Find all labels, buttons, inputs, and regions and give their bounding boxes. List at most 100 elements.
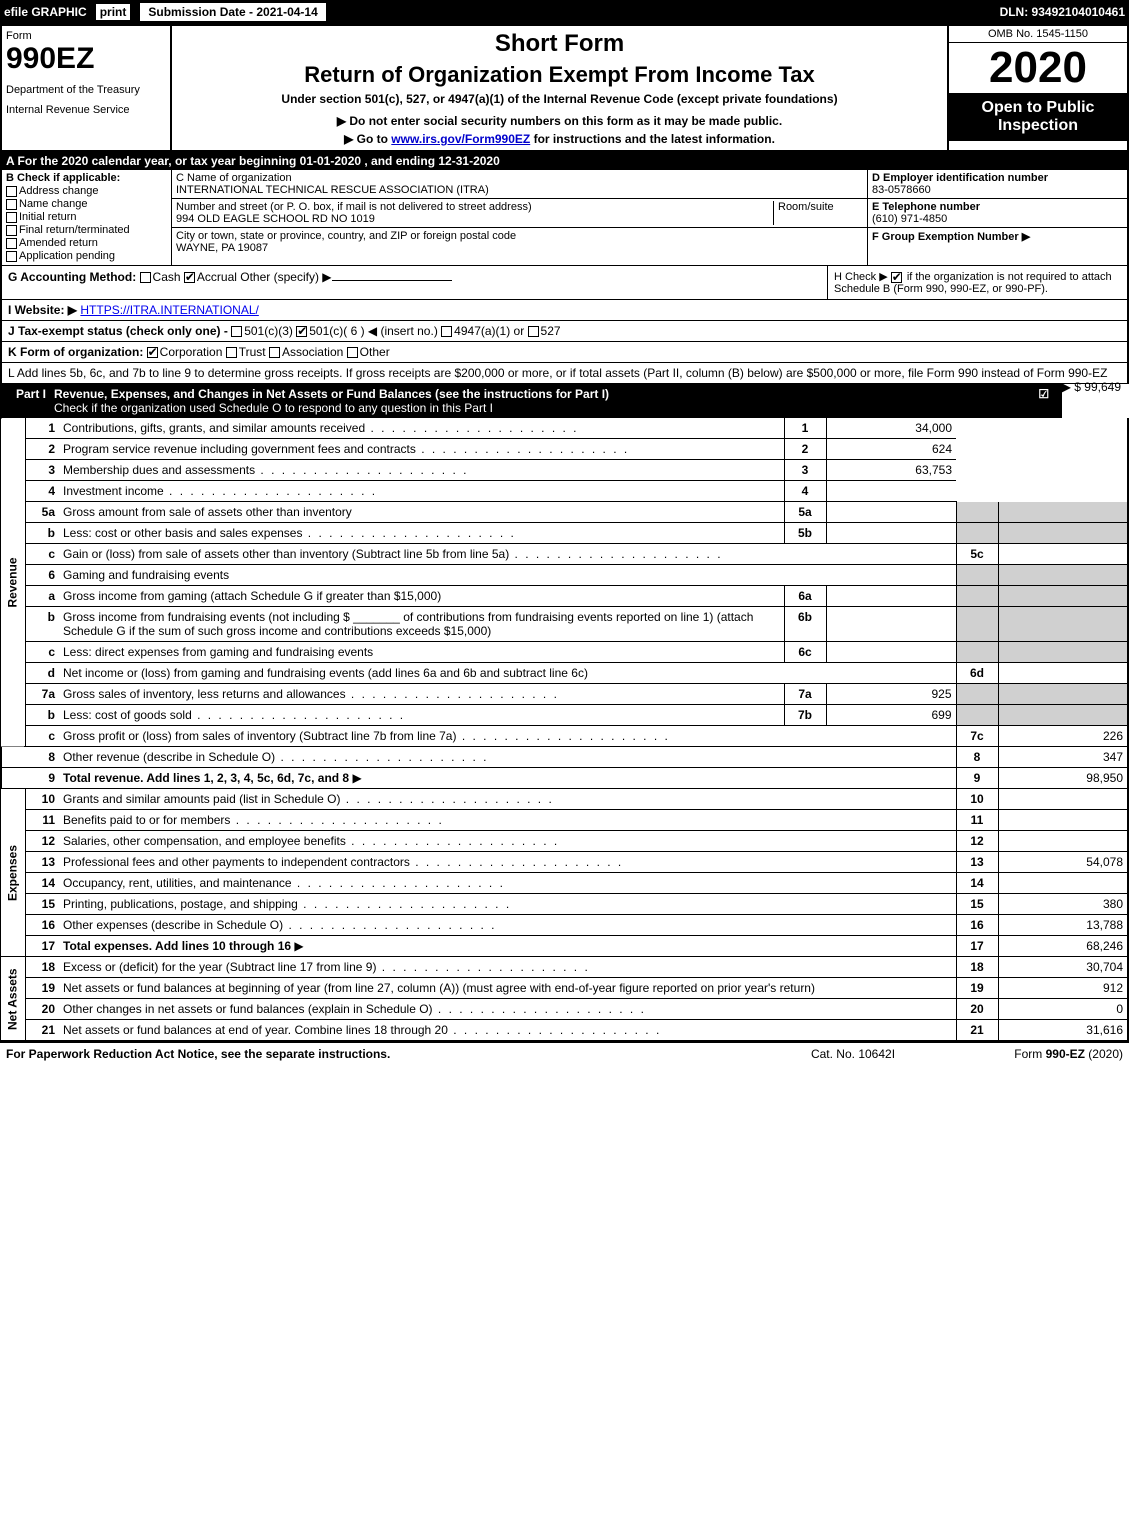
footer-left: For Paperwork Reduction Act Notice, see … <box>6 1047 763 1061</box>
org-info-row: B Check if applicable: Address change Na… <box>0 170 1129 266</box>
box-c: C Name of organization INTERNATIONAL TEC… <box>172 170 867 265</box>
k-assoc[interactable] <box>269 347 280 358</box>
line-3: 3Membership dues and assessments363,753 <box>1 460 1128 481</box>
city-value: WAYNE, PA 19087 <box>176 242 516 254</box>
website-link[interactable]: HTTPS://ITRA.INTERNATIONAL/ <box>80 303 258 317</box>
street-row: Number and street (or P. O. box, if mail… <box>172 199 867 228</box>
sec-k: K Form of organization: Corporation Trus… <box>0 342 1129 363</box>
header-right: OMB No. 1545-1150 2020 Open to Public In… <box>947 26 1127 150</box>
k-corp[interactable] <box>147 347 158 358</box>
sec-g: G Accounting Method: Cash Accrual Other … <box>2 266 827 299</box>
open-inspection: Open to Public Inspection <box>949 93 1127 141</box>
street-value: 994 OLD EAGLE SCHOOL RD NO 1019 <box>176 213 773 225</box>
line-14: 14Occupancy, rent, utilities, and mainte… <box>1 873 1128 894</box>
g-accrual: Accrual <box>197 270 237 284</box>
line-4: 4Investment income4 <box>1 481 1128 502</box>
org-name-value: INTERNATIONAL TECHNICAL RESCUE ASSOCIATI… <box>176 184 863 196</box>
line-11: 11Benefits paid to or for members11 <box>1 810 1128 831</box>
line-12: 12Salaries, other compensation, and empl… <box>1 831 1128 852</box>
line-7b: bLess: cost of goods sold7b699 <box>1 705 1128 726</box>
line-a: A For the 2020 calendar year, or tax yea… <box>0 152 1129 170</box>
l-text: L Add lines 5b, 6c, and 7b to line 9 to … <box>8 366 1107 380</box>
dept-label: Department of the Treasury <box>6 84 166 96</box>
tax-year: 2020 <box>949 43 1127 93</box>
part1-bar: Part I Revenue, Expenses, and Changes in… <box>0 384 1062 418</box>
j-4947[interactable] <box>441 326 452 337</box>
return-title: Return of Organization Exempt From Incom… <box>180 62 939 88</box>
line-8: 8Other revenue (describe in Schedule O)8… <box>1 747 1128 768</box>
tel-block: E Telephone number (610) 971-4850 <box>868 199 1127 228</box>
k-label: K Form of organization: <box>8 345 143 359</box>
room-label: Room/suite <box>773 201 863 225</box>
line-5a: 5aGross amount from sale of assets other… <box>1 502 1128 523</box>
org-name-row: C Name of organization INTERNATIONAL TEC… <box>172 170 867 199</box>
g-cash: Cash <box>153 270 181 284</box>
box-d: D Employer identification number 83-0578… <box>867 170 1127 265</box>
tel-value: (610) 971-4850 <box>872 213 947 225</box>
sec-g-h: G Accounting Method: Cash Accrual Other … <box>0 266 1129 300</box>
efile-label: efile GRAPHIC <box>4 5 87 19</box>
j-527[interactable] <box>528 326 539 337</box>
box-b: B Check if applicable: Address change Na… <box>2 170 172 265</box>
line-6d: dNet income or (loss) from gaming and fu… <box>1 663 1128 684</box>
line-15: 15Printing, publications, postage, and s… <box>1 894 1128 915</box>
line-5b: bLess: cost or other basis and sales exp… <box>1 523 1128 544</box>
l-amount: ▶ $ 99,649 <box>1062 380 1121 394</box>
group-label: F Group Exemption Number ▶ <box>872 231 1030 243</box>
line-10: Expenses 10Grants and similar amounts pa… <box>1 789 1128 810</box>
chk-name[interactable]: Name change <box>6 198 167 210</box>
ein-block: D Employer identification number 83-0578… <box>868 170 1127 199</box>
line-13: 13Professional fees and other payments t… <box>1 852 1128 873</box>
footer-right: Form 990-EZ (2020) <box>943 1047 1123 1061</box>
goto-link[interactable]: www.irs.gov/Form990EZ <box>391 132 530 146</box>
header-mid: Short Form Return of Organization Exempt… <box>172 26 947 150</box>
g-other: Other (specify) ▶ <box>240 270 331 284</box>
form-number: 990EZ <box>6 42 166 76</box>
line-7c: cGross profit or (loss) from sales of in… <box>1 726 1128 747</box>
k-trust[interactable] <box>226 347 237 358</box>
org-name-label: C Name of organization <box>176 172 863 184</box>
part1-label: Part I <box>8 387 54 415</box>
print-button[interactable]: print <box>95 3 132 21</box>
g-accrual-box[interactable] <box>184 272 195 283</box>
submission-date: Submission Date - 2021-04-14 <box>139 2 326 22</box>
line-6c: cLess: direct expenses from gaming and f… <box>1 642 1128 663</box>
lines-table: Revenue 1Contributions, gifts, grants, a… <box>0 418 1129 1041</box>
chk-address[interactable]: Address change <box>6 185 167 197</box>
ein-label: D Employer identification number <box>872 172 1048 184</box>
line-20: 20Other changes in net assets or fund ba… <box>1 999 1128 1020</box>
h-checkbox[interactable] <box>891 272 902 283</box>
chk-amended[interactable]: Amended return <box>6 237 167 249</box>
form-header: Form 990EZ Department of the Treasury In… <box>0 24 1129 152</box>
part1-check[interactable]: ☑ <box>1034 387 1054 415</box>
chk-initial[interactable]: Initial return <box>6 211 167 223</box>
chk-final[interactable]: Final return/terminated <box>6 224 167 236</box>
sec-j: J Tax-exempt status (check only one) - 5… <box>0 321 1129 342</box>
sec-h: H Check ▶ if the organization is not req… <box>827 266 1127 299</box>
line-6: 6Gaming and fundraising events <box>1 565 1128 586</box>
box-b-title: B Check if applicable: <box>6 172 120 184</box>
g-other-line[interactable] <box>332 280 452 281</box>
line-2: 2Program service revenue including gover… <box>1 439 1128 460</box>
j-501c[interactable] <box>296 326 307 337</box>
ein-value: 83-0578660 <box>872 184 931 196</box>
sec-l: L Add lines 5b, 6c, and 7b to line 9 to … <box>0 363 1129 384</box>
under-section: Under section 501(c), 527, or 4947(a)(1)… <box>180 92 939 106</box>
tel-label: E Telephone number <box>872 201 980 213</box>
short-form-title: Short Form <box>180 30 939 58</box>
irs-label: Internal Revenue Service <box>6 104 166 116</box>
line-5c: cGain or (loss) from sale of assets othe… <box>1 544 1128 565</box>
top-bar: efile GRAPHIC print Submission Date - 20… <box>0 0 1129 24</box>
revenue-side: Revenue <box>1 418 25 747</box>
line-6b: bGross income from fundraising events (n… <box>1 607 1128 642</box>
line-6a: aGross income from gaming (attach Schedu… <box>1 586 1128 607</box>
line-18: Net Assets 18Excess or (deficit) for the… <box>1 957 1128 978</box>
k-other[interactable] <box>347 347 358 358</box>
chk-pending[interactable]: Application pending <box>6 250 167 262</box>
h-text1: H Check ▶ <box>834 271 891 283</box>
g-cash-box[interactable] <box>140 272 151 283</box>
netassets-side: Net Assets <box>1 957 25 1041</box>
line-16: 16Other expenses (describe in Schedule O… <box>1 915 1128 936</box>
j-label: J Tax-exempt status (check only one) - <box>8 324 228 338</box>
j-501c3[interactable] <box>231 326 242 337</box>
